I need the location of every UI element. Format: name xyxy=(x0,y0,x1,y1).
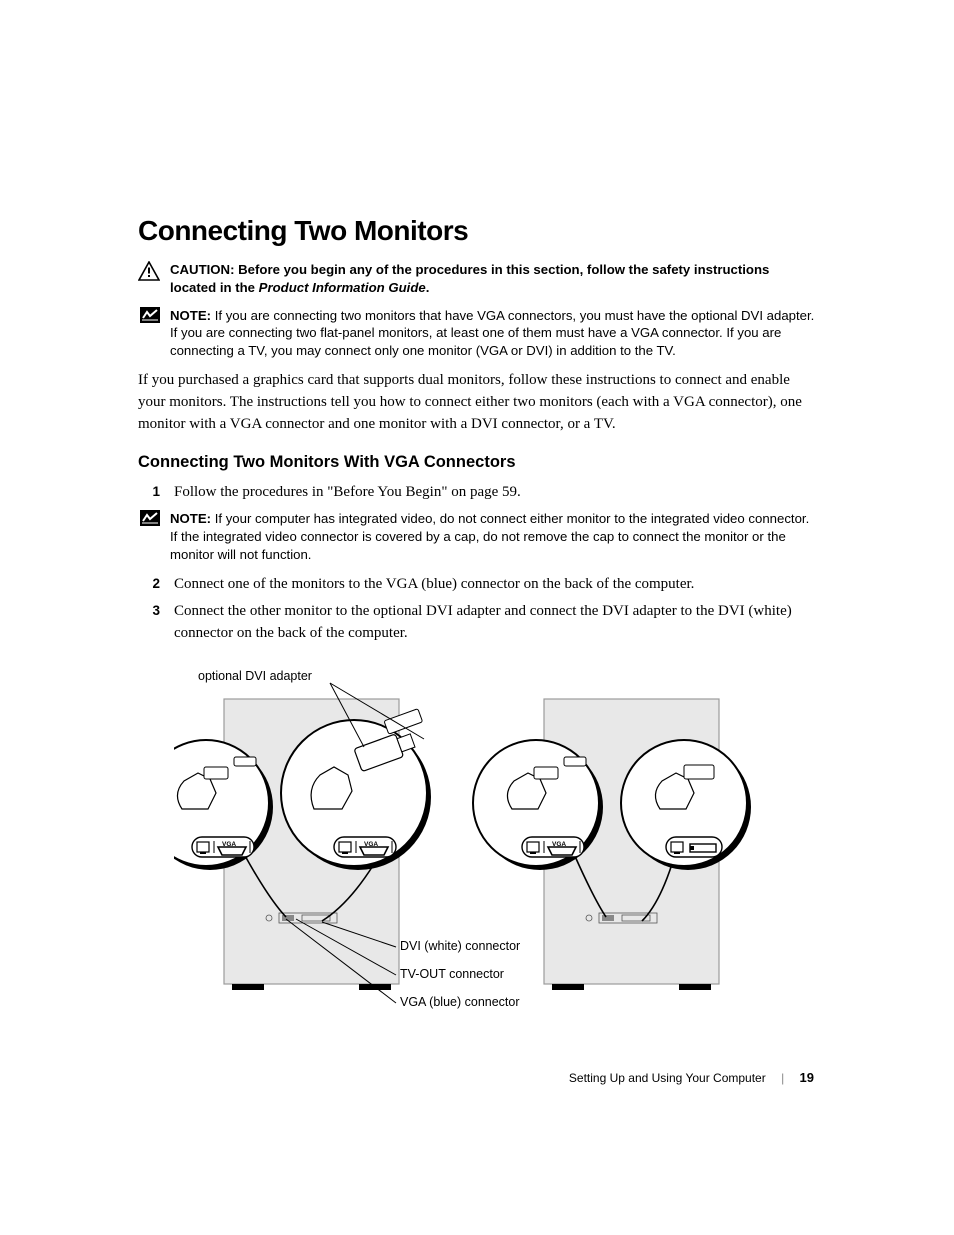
label-vga: VGA (blue) connector xyxy=(400,995,520,1009)
body-paragraph-1: If you purchased a graphics card that su… xyxy=(138,370,818,435)
note2-callout: NOTE: If your computer has integrated vi… xyxy=(138,510,818,563)
step-3: 3 Connect the other monitor to the optio… xyxy=(138,601,818,645)
note2-text: If your computer has integrated video, d… xyxy=(170,511,809,562)
note1-callout: NOTE: If you are connecting two monitors… xyxy=(138,307,818,360)
footer-section: Setting Up and Using Your Computer xyxy=(569,1071,766,1085)
caution-label: CAUTION: xyxy=(170,262,238,277)
footer-separator: | xyxy=(781,1071,784,1085)
step-2: 2 Connect one of the monitors to the VGA… xyxy=(138,574,818,596)
note-icon xyxy=(140,307,160,323)
label-dvi: DVI (white) connector xyxy=(400,939,520,953)
connector-diagram: optional DVI adapter xyxy=(174,669,814,1029)
caution-icon xyxy=(138,261,160,281)
step-1-text: Follow the procedures in "Before You Beg… xyxy=(174,482,818,504)
step-1: 1 Follow the procedures in "Before You B… xyxy=(138,482,818,504)
page-title: Connecting Two Monitors xyxy=(138,215,818,247)
caution-text-b: . xyxy=(426,280,430,295)
subheading: Connecting Two Monitors With VGA Connect… xyxy=(138,453,818,472)
footer-page-number: 19 xyxy=(800,1070,814,1085)
step-3-number: 3 xyxy=(138,601,174,645)
step-2-number: 2 xyxy=(138,574,174,596)
caution-guide: Product Information Guide xyxy=(259,280,426,295)
note-icon xyxy=(140,510,160,526)
note1-label: NOTE: xyxy=(170,308,215,323)
label-tvout: TV-OUT connector xyxy=(400,967,504,981)
note1-text: If you are connecting two monitors that … xyxy=(170,308,814,359)
note2-label: NOTE: xyxy=(170,511,215,526)
page-footer: Setting Up and Using Your Computer | 19 xyxy=(569,1070,814,1085)
step-3-text: Connect the other monitor to the optiona… xyxy=(174,601,818,645)
caution-callout: CAUTION: Before you begin any of the pro… xyxy=(138,261,818,297)
step-1-number: 1 xyxy=(138,482,174,504)
step-2-text: Connect one of the monitors to the VGA (… xyxy=(174,574,818,596)
